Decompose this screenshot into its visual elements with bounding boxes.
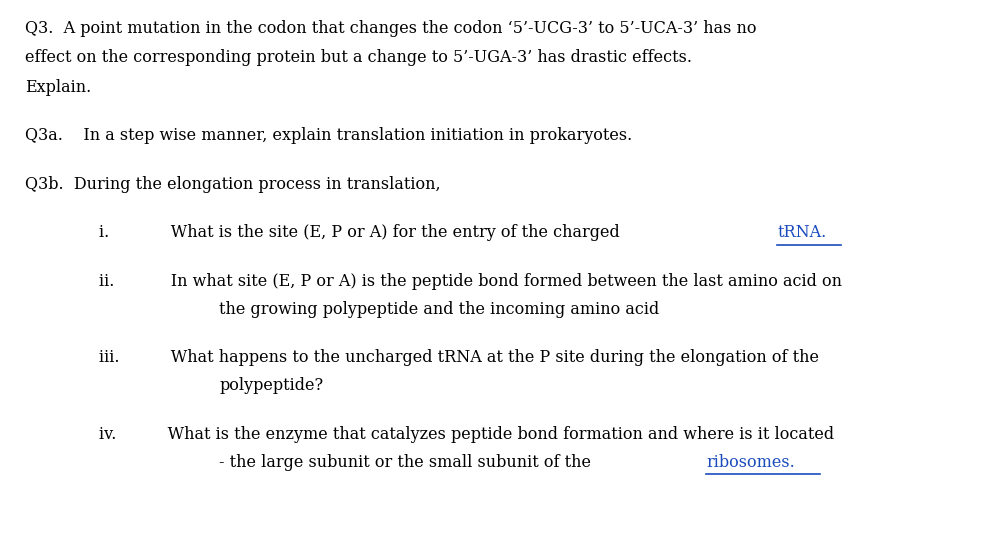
Text: Q3b.  During the elongation process in translation,: Q3b. During the elongation process in tr… [25,176,441,193]
Text: effect on the corresponding protein but a change to 5’-UGA-3’ has drastic effect: effect on the corresponding protein but … [25,49,692,66]
Text: i.            What is the site (E, P or A) for the entry of the charged: i. What is the site (E, P or A) for the … [99,224,624,241]
Text: the growing polypeptide and the incoming amino acid: the growing polypeptide and the incoming… [219,301,660,318]
Text: Q3.  A point mutation in the codon that changes the codon ‘5’-UCG-3’ to 5’-UCA-3: Q3. A point mutation in the codon that c… [25,20,756,36]
Text: ribosomes.: ribosomes. [706,454,794,470]
Text: tRNA.: tRNA. [778,224,827,241]
Text: iv.          What is the enzyme that catalyzes peptide bond formation and where : iv. What is the enzyme that catalyzes pe… [99,426,834,442]
Text: iii.          What happens to the uncharged tRNA at the P site during the elonga: iii. What happens to the uncharged tRNA … [99,349,819,366]
Text: Explain.: Explain. [25,79,91,95]
Text: - the large subunit or the small subunit of the: - the large subunit or the small subunit… [219,454,597,470]
Text: ii.           In what site (E, P or A) is the peptide bond formed between the la: ii. In what site (E, P or A) is the pept… [99,273,842,290]
Text: polypeptide?: polypeptide? [219,377,323,394]
Text: Q3a.    In a step wise manner, explain translation initiation in prokaryotes.: Q3a. In a step wise manner, explain tran… [25,127,632,144]
